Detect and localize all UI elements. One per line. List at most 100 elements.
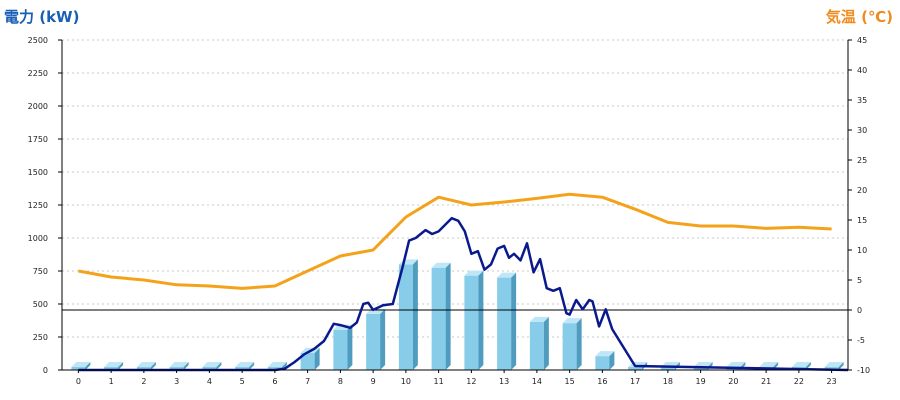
bar-face (529, 321, 544, 370)
right-tick-label: 35 (857, 96, 867, 105)
power-line-group (78, 216, 849, 372)
bar-top (759, 362, 779, 367)
x-tick-label: 8 (338, 377, 343, 386)
x-tick-label: 12 (466, 377, 476, 386)
bar-face (235, 367, 250, 370)
bar-side (216, 362, 222, 370)
temperature-line (78, 192, 832, 290)
bar-side (412, 259, 418, 370)
x-tick-label: 15 (565, 377, 575, 386)
left-tick-label: 2500 (28, 36, 48, 45)
bar-face (333, 329, 348, 370)
bar-side (150, 362, 156, 370)
bar-top (791, 362, 811, 367)
bar-top (529, 316, 549, 322)
left-tick-label: 1500 (28, 168, 48, 177)
right-tick-label: 10 (857, 246, 867, 255)
x-tick-label: 23 (827, 377, 837, 386)
x-tick-label: 17 (630, 377, 640, 386)
bar-face (693, 367, 708, 370)
power-bar (562, 318, 582, 370)
power-bar (300, 347, 320, 370)
power-bar (136, 362, 156, 370)
bar-top (169, 362, 189, 367)
bar-side (609, 351, 615, 370)
power-bar (529, 316, 549, 370)
power-bar (333, 324, 353, 370)
x-tick-label: 3 (174, 377, 179, 386)
right-axis-ticks: -10 -5 0 5 10 15 20 25 30 35 40 45 (848, 36, 870, 375)
bar-side (576, 318, 582, 370)
bar-face (660, 367, 675, 370)
bar-face (562, 323, 577, 370)
bar-top (497, 272, 517, 278)
bar-face (71, 367, 86, 370)
bar-top (136, 362, 156, 367)
power-bar (366, 308, 386, 370)
bar-face (136, 367, 151, 370)
power-bar (235, 362, 255, 370)
bar-side (249, 362, 255, 370)
power-bar (595, 351, 615, 370)
bar-top (235, 362, 255, 367)
bar-side (380, 308, 386, 370)
x-tick-label: 6 (272, 377, 277, 386)
left-tick-label: 250 (33, 333, 48, 342)
right-tick-label: 5 (857, 276, 862, 285)
bar-side (85, 362, 91, 370)
bar-side (511, 272, 517, 370)
bar-side (445, 262, 451, 370)
right-tick-label: 45 (857, 36, 867, 45)
right-tick-label: -5 (857, 336, 865, 345)
bar-face (464, 275, 479, 370)
bar-face (431, 267, 446, 370)
x-tick-label: 2 (141, 377, 146, 386)
bar-top (104, 362, 124, 367)
left-tick-label: 750 (33, 267, 48, 276)
right-tick-label: 30 (857, 126, 867, 135)
bar-face (267, 367, 282, 370)
x-tick-label: 10 (401, 377, 411, 386)
axes (61, 40, 849, 371)
x-tick-label: 7 (305, 377, 310, 386)
x-tick-label: 19 (696, 377, 706, 386)
right-tick-label: -10 (857, 366, 870, 375)
x-tick-label: 0 (76, 377, 81, 386)
gridlines (62, 39, 848, 338)
bar-top (431, 262, 451, 268)
left-tick-label: 1000 (28, 234, 48, 243)
x-tick-label: 11 (434, 377, 444, 386)
power-bar (431, 262, 451, 370)
power-bar (71, 362, 91, 370)
bar-top (726, 362, 746, 367)
bar-face (366, 313, 381, 370)
bar-side (314, 347, 320, 370)
x-tick-label: 18 (663, 377, 673, 386)
bar-top (595, 351, 615, 357)
bar-side (347, 324, 353, 370)
power-bars (71, 259, 844, 370)
left-axis-ticks: 0 250 500 750 1000 1250 1500 1750 2000 2250 2500 (28, 36, 62, 375)
power-bar (464, 270, 484, 370)
bar-face (497, 277, 512, 370)
bar-top (562, 318, 582, 324)
bar-side (478, 270, 484, 370)
x-tick-label: 14 (532, 377, 542, 386)
left-axis-label: 電力 (kW) (4, 8, 79, 26)
left-tick-label: 1750 (28, 135, 48, 144)
x-tick-label: 13 (499, 377, 509, 386)
x-tick-label: 21 (761, 377, 771, 386)
bar-face (595, 356, 610, 370)
left-tick-label: 1250 (28, 201, 48, 210)
left-tick-label: 500 (33, 300, 48, 309)
bar-face (169, 367, 184, 370)
bar-side (838, 362, 844, 370)
bar-top (202, 362, 222, 367)
bar-face (398, 264, 413, 370)
x-tick-label: 20 (728, 377, 738, 386)
bar-face (300, 352, 315, 370)
temperature-line-group (78, 192, 832, 290)
x-tick-label: 9 (371, 377, 376, 386)
power-line (78, 216, 849, 372)
